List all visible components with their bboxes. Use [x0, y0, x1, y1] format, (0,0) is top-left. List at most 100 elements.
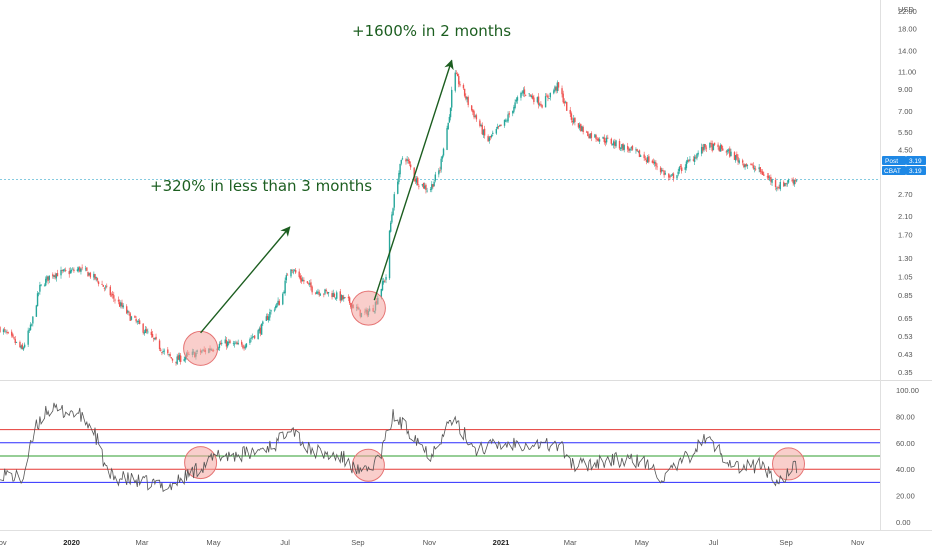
- candle-body: [3, 329, 6, 331]
- candle-body: [343, 297, 345, 299]
- candle-body: [719, 145, 722, 152]
- candle-body: [253, 335, 256, 339]
- candle-body: [5, 330, 7, 332]
- candle-body: [473, 111, 475, 118]
- candle-body: [761, 171, 764, 175]
- candle-body: [562, 93, 564, 103]
- candle-body: [544, 96, 547, 108]
- candle-body: [169, 354, 171, 357]
- candle-body: [30, 324, 33, 326]
- candle-body: [614, 142, 616, 146]
- candle-body: [637, 150, 639, 152]
- candle-body: [397, 181, 399, 194]
- candle-body: [393, 194, 395, 208]
- candle-body: [162, 351, 164, 353]
- price-tick-label: 1.70: [898, 230, 913, 239]
- candle-body: [635, 149, 637, 151]
- candle-body: [241, 341, 243, 345]
- candle-body: [340, 294, 343, 301]
- candle-body: [282, 293, 284, 305]
- price-axis[interactable]: 22.0018.0014.0011.009.007.005.504.503.50…: [898, 7, 917, 377]
- candle-body: [299, 275, 302, 280]
- annotation-arrow: [200, 226, 291, 334]
- candle-body: [228, 341, 230, 343]
- candle-body: [766, 176, 769, 178]
- annotation-text: +1600% in 2 months: [352, 22, 511, 40]
- candle-body: [291, 270, 293, 271]
- price-tick-label: 22.00: [898, 7, 917, 16]
- candle-body: [646, 157, 649, 163]
- candle-body: [294, 270, 297, 273]
- candle-body: [507, 114, 509, 122]
- candle-body: [382, 280, 385, 283]
- candle-body: [62, 269, 65, 272]
- candle-body: [385, 277, 387, 280]
- candle-body: [114, 299, 116, 301]
- candle-body: [158, 340, 161, 350]
- candle-body: [475, 115, 478, 120]
- candle-body: [126, 306, 128, 314]
- candle-body: [143, 332, 146, 334]
- candle-body: [595, 135, 597, 140]
- candle-body: [14, 339, 16, 344]
- candle-body: [56, 272, 59, 277]
- candle-body: [514, 102, 516, 108]
- candle-body: [440, 158, 442, 170]
- candle-body: [7, 332, 9, 333]
- candle-body: [681, 167, 683, 172]
- candle-body: [306, 281, 309, 283]
- candle-body: [672, 173, 675, 179]
- candle-body: [695, 157, 697, 159]
- candle-body: [336, 292, 338, 299]
- candle-body: [414, 178, 417, 182]
- candle-body: [465, 96, 467, 99]
- candle-body: [546, 95, 548, 97]
- candle-body: [490, 135, 493, 138]
- candle-body: [331, 293, 333, 298]
- candle-body: [751, 164, 753, 166]
- candle-body: [348, 297, 351, 304]
- candle-body: [506, 120, 508, 122]
- candle-body: [481, 124, 483, 135]
- candle-body: [111, 293, 114, 296]
- candlestick-series: [0, 70, 798, 366]
- candle-body: [438, 170, 440, 175]
- candle-body: [117, 299, 120, 302]
- candle-body: [512, 110, 514, 114]
- candle-body: [505, 120, 507, 122]
- candle-body: [113, 295, 115, 299]
- price-tick-label: 0.43: [898, 350, 913, 359]
- candle-body: [638, 150, 641, 157]
- candle-body: [399, 163, 401, 175]
- candle-body: [86, 267, 88, 271]
- candle-body: [184, 356, 187, 360]
- candle-body: [744, 164, 746, 168]
- candle-body: [54, 274, 56, 278]
- time-tick-label: Mar: [136, 538, 149, 547]
- candle-body: [499, 124, 501, 127]
- candle-body: [685, 161, 688, 169]
- ticker-value: 3.19: [909, 168, 922, 175]
- candle-body: [686, 160, 689, 162]
- candle-body: [720, 144, 723, 149]
- candle-body: [604, 141, 607, 143]
- candle-body: [101, 284, 103, 285]
- candle-body: [602, 136, 604, 139]
- candle-body: [292, 271, 295, 273]
- candle-body: [703, 143, 705, 150]
- candle-body: [496, 126, 499, 129]
- candle-body: [784, 183, 786, 186]
- rsi-axis[interactable]: 100.00 80.00 60.00 40.00 20.00 0.00: [896, 386, 919, 527]
- candle-body: [278, 300, 280, 306]
- candle-body: [529, 94, 532, 96]
- candle-body: [629, 148, 631, 151]
- price-tick-label: 7.00: [898, 107, 913, 116]
- candle-body: [536, 97, 539, 103]
- time-axis[interactable]: Nov 2020 Mar May Jul Sep Nov 2021 Mar May Jul Sep No…: [0, 538, 865, 547]
- candle-body: [332, 292, 334, 297]
- candle-body: [585, 131, 588, 133]
- rsi-tick-label: 0.00: [896, 518, 911, 527]
- candle-body: [310, 282, 312, 288]
- candle-body: [122, 305, 124, 308]
- candle-body: [528, 93, 530, 95]
